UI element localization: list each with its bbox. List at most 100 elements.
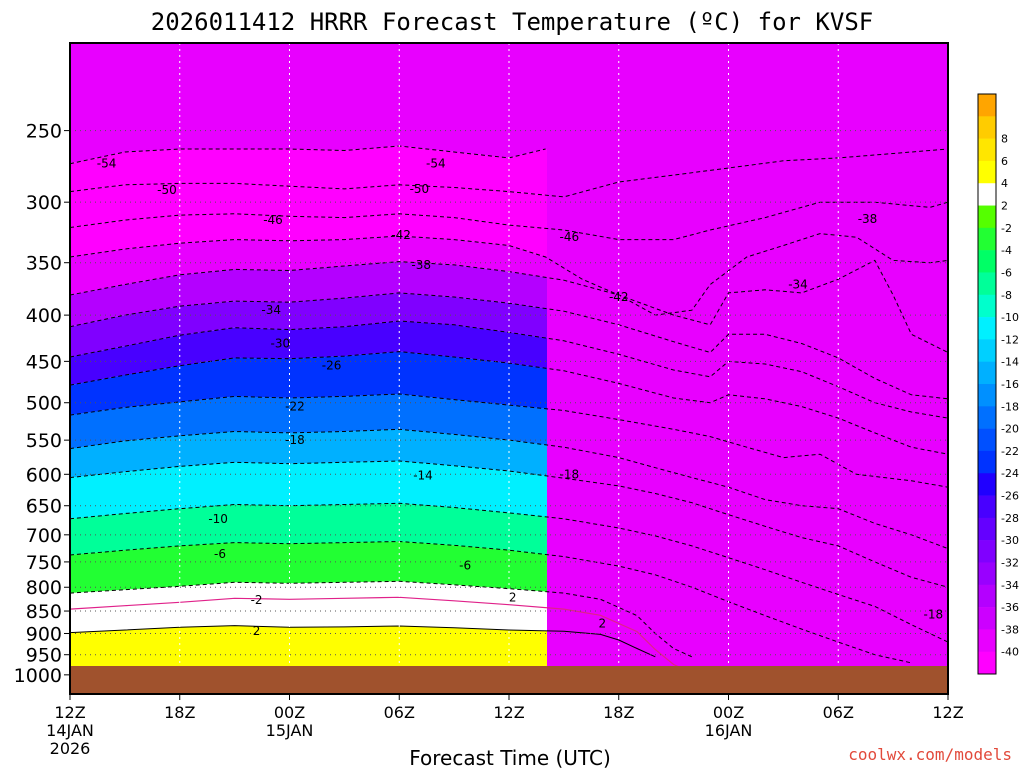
fill-cell-122-11 xyxy=(436,464,440,507)
fill-cell-40-3 xyxy=(190,214,194,243)
fill-cell-0-6 xyxy=(70,326,74,357)
fill-cell-11-7 xyxy=(103,350,107,379)
fill-cell-57-9 xyxy=(241,396,245,432)
fill-cell-139-3 xyxy=(487,222,491,244)
fill-cell-138-14 xyxy=(484,587,488,630)
fill-cell-78-9 xyxy=(304,397,308,433)
fill-cell-1-14 xyxy=(73,592,77,633)
fill-cell-72-1 xyxy=(286,149,290,187)
fill-cell-55-12 xyxy=(235,504,239,543)
fill-cell-127-6 xyxy=(451,296,455,325)
fill-cell-38-9 xyxy=(184,401,188,436)
fill-cell-107-0 xyxy=(391,43,395,147)
fill-cell-160-0 xyxy=(550,43,554,694)
fill-cell-103-11 xyxy=(379,461,383,504)
fill-cell-141-1 xyxy=(493,156,497,191)
fill-cell-102-7 xyxy=(376,323,380,354)
fill-cell-44-7 xyxy=(202,331,206,363)
fill-cell-94-15 xyxy=(352,626,356,694)
fill-cell-25-9 xyxy=(145,405,149,439)
fill-cell-96-3 xyxy=(358,216,362,239)
fill-cell-254-0 xyxy=(832,43,836,694)
fill-cell-26-12 xyxy=(148,511,152,549)
fill-cell-26-7 xyxy=(148,341,152,371)
fill-cell-35-8 xyxy=(175,366,179,403)
fill-cell-48-0 xyxy=(214,43,218,150)
isotherm-label-16: -18 xyxy=(560,467,580,481)
fill-cell-17-3 xyxy=(121,220,125,250)
fill-cell-74-5 xyxy=(292,270,296,302)
fill-cell-141-8 xyxy=(493,361,497,404)
fill-cell-92-13 xyxy=(346,542,350,583)
fill-cell-60-8 xyxy=(250,358,254,397)
fill-cell-3-13 xyxy=(79,554,83,593)
fill-cell-131-1 xyxy=(463,153,467,189)
fill-cell-33-1 xyxy=(169,149,173,184)
fill-cell-97-1 xyxy=(361,149,365,188)
fill-cell-114-14 xyxy=(412,582,416,627)
fill-cell-61-6 xyxy=(253,301,257,329)
fill-cell-83-14 xyxy=(319,582,323,628)
fill-cell-52-14 xyxy=(226,582,230,626)
fill-cell-67-7 xyxy=(271,328,275,359)
fill-cell-113-15 xyxy=(409,626,413,694)
fill-cell-99-12 xyxy=(367,503,371,543)
fill-cell-155-15 xyxy=(535,630,539,694)
fill-cell-2-0 xyxy=(76,43,80,163)
fill-cell-132-3 xyxy=(466,219,470,242)
fill-cell-182-0 xyxy=(616,43,620,694)
fill-cell-112-5 xyxy=(406,262,410,294)
fill-cell-98-6 xyxy=(364,296,368,325)
fill-cell-103-9 xyxy=(379,394,383,431)
fill-cell-108-15 xyxy=(394,626,398,694)
fill-cell-125-1 xyxy=(445,151,449,188)
fill-cell-70-8 xyxy=(280,358,284,398)
fill-cell-117-14 xyxy=(421,582,425,627)
fill-cell-76-9 xyxy=(298,397,302,433)
fill-cell-74-1 xyxy=(292,149,296,187)
fill-cell-148-14 xyxy=(514,589,518,631)
fill-cell-22-15 xyxy=(136,629,140,694)
fill-cell-93-5 xyxy=(349,265,353,298)
fill-cell-47-7 xyxy=(211,330,215,362)
fill-cell-40-9 xyxy=(190,400,194,435)
fill-cell-18-15 xyxy=(124,629,128,694)
fill-cell-66-13 xyxy=(268,543,272,583)
fill-cell-145-9 xyxy=(505,404,509,440)
fill-cell-48-3 xyxy=(214,214,218,241)
fill-cell-122-7 xyxy=(436,323,440,356)
fill-cell-10-15 xyxy=(100,631,104,694)
fill-cell-104-14 xyxy=(382,581,386,627)
fill-cell-138-13 xyxy=(484,548,488,588)
fill-cell-98-4 xyxy=(364,238,368,265)
fill-cell-139-14 xyxy=(487,587,491,630)
fill-cell-8-15 xyxy=(94,631,98,694)
fill-cell-133-4 xyxy=(469,241,473,267)
fill-cell-77-15 xyxy=(301,627,305,694)
fill-cell-8-6 xyxy=(94,321,98,352)
fill-cell-122-6 xyxy=(436,295,440,324)
fill-cell-59-1 xyxy=(247,149,251,185)
fill-cell-79-8 xyxy=(307,357,311,398)
fill-cell-85-4 xyxy=(325,239,329,268)
fill-cell-203-0 xyxy=(679,43,683,694)
fill-cell-111-4 xyxy=(403,236,407,262)
fill-cell-103-14 xyxy=(379,581,383,627)
fill-cell-51-11 xyxy=(223,463,227,506)
fill-cell-98-8 xyxy=(364,354,368,396)
fill-cell-71-7 xyxy=(283,329,287,359)
fill-cell-153-12 xyxy=(529,515,533,553)
fill-cell-189-0 xyxy=(637,43,641,694)
fill-cell-79-0 xyxy=(307,43,311,150)
fill-cell-114-9 xyxy=(412,395,416,431)
fill-cell-136-4 xyxy=(478,242,482,269)
fill-cell-232-0 xyxy=(766,43,770,694)
fill-cell-94-3 xyxy=(352,216,356,240)
fill-cell-99-11 xyxy=(367,461,371,504)
fill-cell-87-6 xyxy=(331,298,335,328)
fill-cell-40-2 xyxy=(190,183,194,215)
fill-cell-34-13 xyxy=(172,546,176,587)
fill-cell-92-4 xyxy=(346,239,350,266)
fill-cell-30-11 xyxy=(160,468,164,511)
fill-cell-64-10 xyxy=(262,432,266,464)
